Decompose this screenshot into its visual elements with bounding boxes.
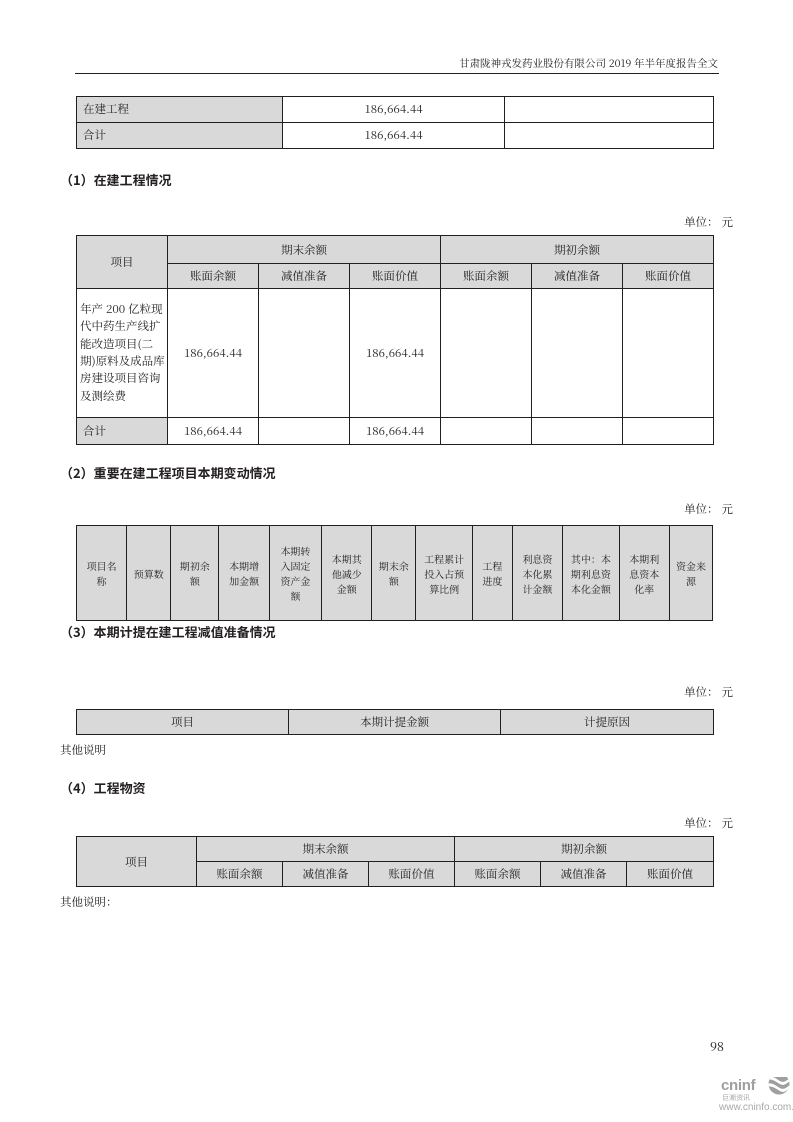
svg-text:www.cninfo.com.cn: www.cninfo.com.cn <box>718 1102 793 1111</box>
svg-text:cninf: cninf <box>721 1077 757 1094</box>
